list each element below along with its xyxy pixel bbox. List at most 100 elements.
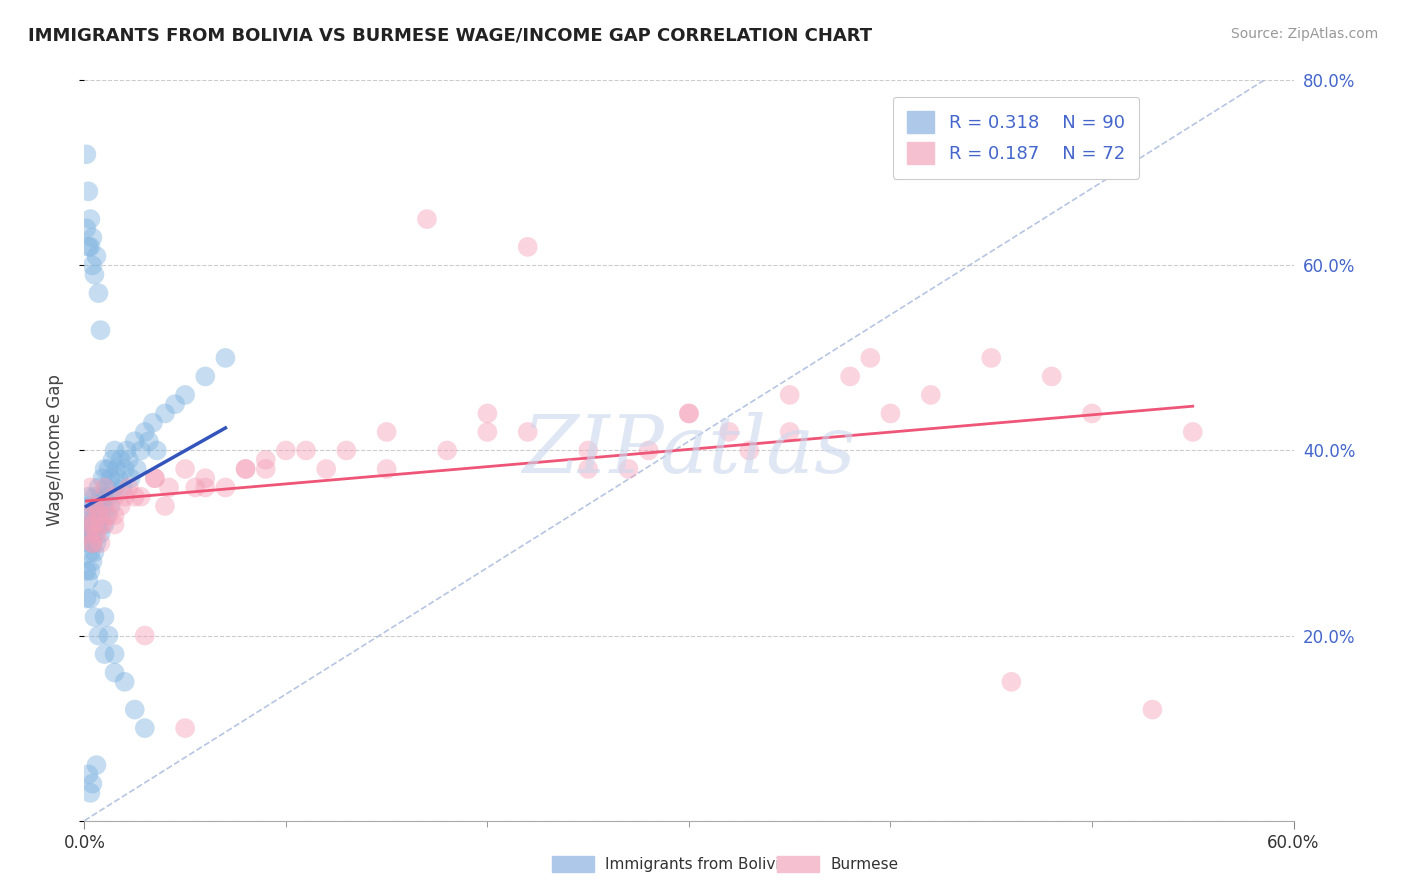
Point: [89, 508, 111, 523]
Point: [124, 490, 146, 504]
Text: IMMIGRANTS FROM BOLIVIA VS BURMESE WAGE/INCOME GAP CORRELATION CHART: IMMIGRANTS FROM BOLIVIA VS BURMESE WAGE/…: [28, 27, 872, 45]
Point: [110, 499, 132, 513]
Point: [194, 471, 217, 485]
Point: [576, 443, 599, 458]
Point: [91, 471, 114, 485]
Point: [83, 268, 105, 282]
Point: [920, 388, 942, 402]
Point: [375, 425, 398, 439]
Legend: R = 0.318    N = 90, R = 0.187    N = 72: R = 0.318 N = 90, R = 0.187 N = 72: [893, 96, 1139, 178]
Point: [129, 443, 152, 458]
Point: [637, 443, 659, 458]
Point: [82, 536, 104, 550]
Point: [79, 212, 101, 227]
Point: [89, 536, 111, 550]
Point: [174, 388, 197, 402]
Point: [124, 434, 146, 449]
Point: [295, 443, 318, 458]
Point: [97, 462, 120, 476]
Point: [89, 323, 111, 337]
Point: [86, 249, 108, 263]
Point: [375, 462, 398, 476]
Point: [134, 721, 156, 735]
Point: [104, 665, 127, 680]
Point: [77, 536, 100, 550]
Point: [134, 628, 156, 642]
Point: [82, 230, 104, 244]
Point: [97, 490, 120, 504]
Point: [79, 517, 101, 532]
Point: [214, 351, 236, 365]
Point: [93, 481, 115, 495]
Point: [93, 490, 115, 504]
Point: [77, 526, 100, 541]
Point: [96, 508, 118, 523]
Point: [77, 573, 100, 587]
Point: [87, 286, 110, 301]
Point: [254, 452, 277, 467]
Point: [86, 517, 108, 532]
Point: [77, 490, 100, 504]
Point: [146, 443, 169, 458]
Point: [114, 462, 136, 476]
Point: [79, 545, 101, 559]
Point: [79, 499, 101, 513]
Point: [75, 147, 97, 161]
Point: [274, 443, 297, 458]
Point: [100, 471, 122, 485]
Point: [617, 462, 640, 476]
Point: [1081, 407, 1104, 421]
Point: [86, 499, 108, 513]
Point: [79, 526, 101, 541]
Point: [101, 452, 124, 467]
Point: [105, 462, 128, 476]
Point: [93, 647, 115, 661]
Point: [91, 499, 114, 513]
Point: [678, 407, 700, 421]
Point: [153, 407, 176, 421]
Point: [165, 397, 187, 411]
Point: [235, 462, 257, 476]
Point: [100, 499, 122, 513]
Point: [678, 407, 700, 421]
Point: [115, 443, 138, 458]
Point: [87, 481, 110, 495]
Point: [516, 425, 538, 439]
Point: [859, 351, 882, 365]
Point: [114, 674, 136, 689]
Point: [214, 481, 236, 495]
Point: [79, 564, 101, 578]
Text: ZIPatlas: ZIPatlas: [522, 412, 856, 489]
Point: [129, 490, 152, 504]
Point: [516, 240, 538, 254]
Point: [89, 490, 111, 504]
Point: [87, 499, 110, 513]
Point: [194, 481, 217, 495]
Point: [79, 786, 101, 800]
Point: [118, 452, 141, 467]
Point: [718, 425, 741, 439]
Point: [124, 703, 146, 717]
Point: [82, 554, 104, 569]
Point: [89, 526, 111, 541]
Point: [1142, 703, 1164, 717]
Point: [77, 517, 100, 532]
Point: [83, 517, 105, 532]
Point: [120, 471, 142, 485]
Point: [83, 610, 105, 624]
Point: [77, 240, 100, 254]
Point: [1040, 369, 1063, 384]
Text: Source: ZipAtlas.com: Source: ZipAtlas.com: [1230, 27, 1378, 41]
Point: [1181, 425, 1204, 439]
Point: [82, 536, 104, 550]
Point: [114, 490, 136, 504]
Point: [83, 545, 105, 559]
Point: [82, 517, 104, 532]
Point: [184, 481, 207, 495]
Point: [738, 443, 761, 458]
Point: [83, 490, 105, 504]
Point: [839, 369, 862, 384]
Point: [83, 508, 105, 523]
Point: [79, 481, 101, 495]
Point: [83, 499, 105, 513]
